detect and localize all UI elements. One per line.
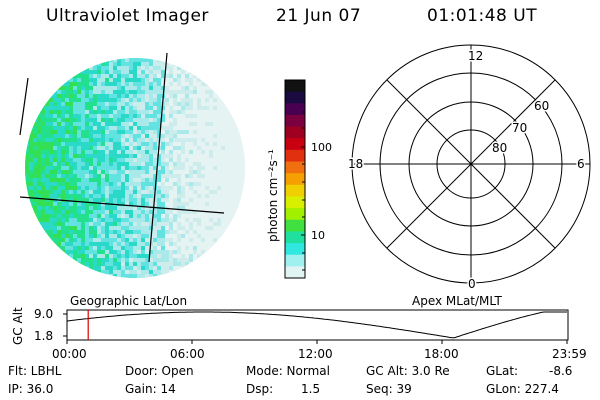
mlt-label-0: 0 <box>468 277 476 291</box>
dsp-label: Dsp: <box>246 382 274 396</box>
seq-readout: Seq: 39 <box>366 382 412 396</box>
colorbar-swatch <box>285 114 305 128</box>
mlt-label-18: 18 <box>348 157 363 171</box>
colorbar-swatch <box>285 254 305 267</box>
gc-alt-readout: GC Alt: 3.0 Re <box>366 364 450 378</box>
uv-image-panel <box>19 52 245 278</box>
mlat-label-70: 70 <box>512 121 527 135</box>
mlat-label-80: 80 <box>492 141 507 155</box>
colorbar-tick-100: 100 <box>311 141 332 154</box>
colorbar-swatch <box>285 149 305 163</box>
mode-readout: Mode: Normal <box>246 364 330 378</box>
geo-panel-label: Geographic Lat/Lon <box>70 294 188 308</box>
polar-panel-label: Apex MLat/MLT <box>412 294 502 308</box>
dsp-value: 1.5 <box>301 382 321 396</box>
meridian-line <box>148 52 168 263</box>
filter-readout: Flt: LBHL <box>8 364 62 378</box>
colorbar-swatch <box>285 161 305 174</box>
time-tick-1800: 18:00 <box>424 347 459 361</box>
mlat-label-60: 60 <box>534 99 549 113</box>
gain-readout: Gain: 14 <box>125 382 176 396</box>
colorbar-swatch <box>285 80 305 93</box>
altitude-curve <box>66 311 567 339</box>
time-tick-0600: 06:00 <box>170 347 205 361</box>
colorbar-swatch <box>285 266 305 279</box>
colorbar-swatch <box>285 91 305 104</box>
uv-disk-image <box>25 58 245 278</box>
app-title: Ultraviolet Imager <box>46 6 209 26</box>
limb-line <box>19 77 29 136</box>
colorbar-swatch <box>285 173 305 186</box>
colorbar: 100 10 photon cm⁻²s⁻¹ <box>266 79 332 279</box>
colorbar-swatch <box>285 196 305 209</box>
time-tick-1200: 12:00 <box>298 347 333 361</box>
time-readout: 01:01:48 UT <box>427 6 538 26</box>
polar-plot: 12 18 6 0 60 70 80 <box>347 44 591 292</box>
glat-label: GLat: <box>486 364 519 378</box>
colorbar-swatch <box>285 103 305 116</box>
mlt-label-6: 6 <box>577 157 585 171</box>
door-readout: Door: Open <box>125 364 194 378</box>
colorbar-swatch <box>285 184 305 198</box>
alt-tick-1-8: 1.8 <box>34 329 53 343</box>
colorbar-tick-10: 10 <box>311 229 325 242</box>
colorbar-swatch <box>285 208 305 221</box>
time-tick-2359: 23:59 <box>552 347 587 361</box>
glon-readout: GLon: 227.4 <box>486 382 559 396</box>
time-tick-0000: 00:00 <box>52 347 87 361</box>
colorbar-swatch <box>285 138 305 151</box>
latitude-line <box>19 196 225 214</box>
colorbar-swatch <box>285 126 305 139</box>
altitude-plot: GC Alt 9.0 1.8 00:00 06:00 12:00 18:00 2… <box>11 307 587 361</box>
mlt-label-12: 12 <box>468 49 483 63</box>
colorbar-unit-label: photon cm⁻²s⁻¹ <box>266 149 280 242</box>
colorbar-swatch <box>285 243 305 256</box>
ip-readout: IP: 36.0 <box>8 382 54 396</box>
altitude-ylabel: GC Alt <box>11 307 25 345</box>
colorbar-swatch <box>285 231 305 244</box>
date-readout: 21 Jun 07 <box>276 6 362 26</box>
alt-tick-9: 9.0 <box>34 307 53 321</box>
colorbar-swatch <box>285 219 305 233</box>
glat-value: -8.6 <box>549 364 573 378</box>
